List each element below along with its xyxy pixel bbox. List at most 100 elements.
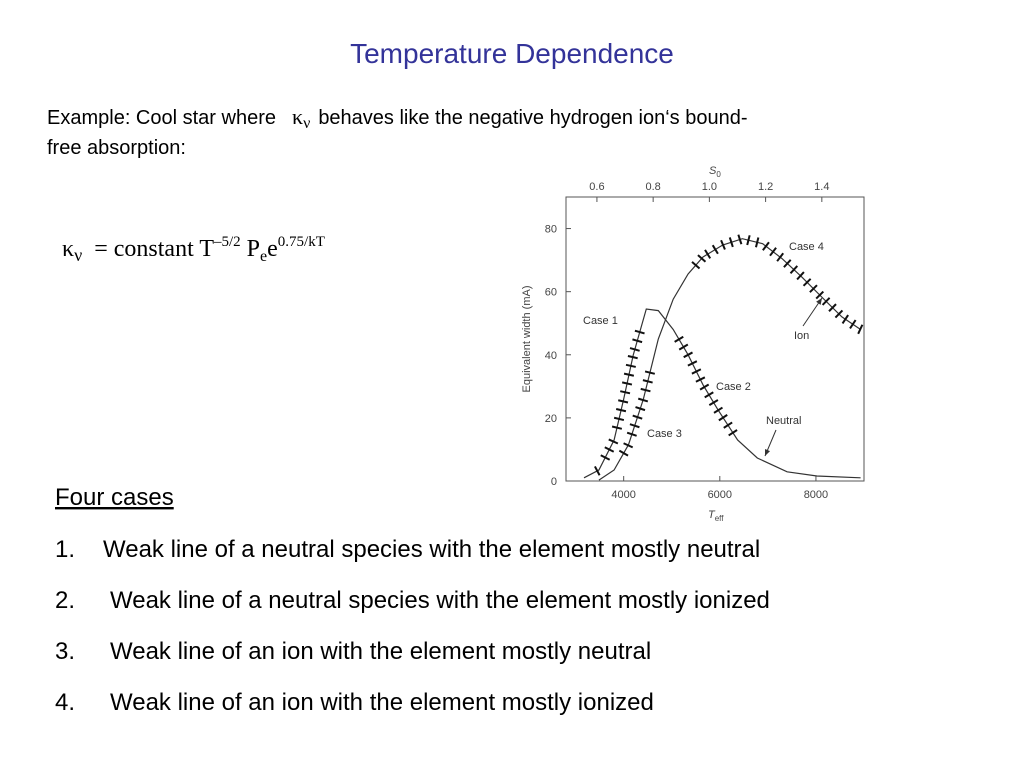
hatch-mark — [637, 397, 649, 403]
hatch-mark — [625, 363, 636, 368]
x-axis-label-sub: eff — [715, 514, 725, 523]
x-axis-label-main: T — [708, 509, 716, 521]
hatch-mark — [620, 390, 631, 395]
hatch — [618, 370, 656, 457]
hatch-mark — [629, 347, 640, 352]
hatch-mark — [708, 399, 719, 406]
hatch-mark — [691, 368, 702, 375]
hatch-mark — [629, 423, 640, 429]
hatch-mark — [613, 416, 625, 422]
hatch-mark — [815, 290, 825, 300]
hatch-mark — [796, 271, 805, 281]
hatch-mark — [626, 431, 637, 437]
x2-tick-label: 1.4 — [814, 181, 829, 193]
y-tick-label: 60 — [545, 287, 557, 299]
hatch-mark — [828, 303, 837, 312]
list-number: 1. — [55, 536, 75, 563]
hatch-mark — [754, 237, 760, 248]
hatch-mark — [776, 252, 785, 262]
x-tick-label: 8000 — [804, 489, 828, 501]
intro-line: Example: Cool star where κν behaves like t… — [47, 104, 748, 132]
formula-part: e — [260, 248, 267, 265]
hatch-mark — [762, 241, 770, 251]
hatch — [691, 234, 864, 335]
symbol-sub: ν — [303, 115, 310, 132]
list-text: Weak line of a neutral species with the … — [103, 536, 760, 563]
curve — [583, 308, 861, 479]
x-axis-label: Teff — [708, 509, 724, 523]
y-tick-label: 40 — [545, 350, 557, 362]
x2-axis-label-main: S — [709, 165, 717, 177]
hatch-mark — [704, 249, 712, 259]
hatch-mark — [634, 329, 645, 335]
annotation: Case 1 — [583, 315, 618, 327]
x-tick-label: 6000 — [708, 489, 732, 501]
annotation: Case 4 — [789, 241, 824, 253]
list-text: Weak line of a neutral species with the … — [110, 587, 770, 614]
annotation: Ion — [794, 330, 809, 342]
hatch-mark — [683, 351, 693, 359]
list-text: Weak line of an ion with the element mos… — [110, 638, 651, 665]
formula-part: 0.75/kT — [278, 234, 325, 250]
hatch-mark — [608, 438, 619, 445]
hatch — [674, 335, 738, 437]
hatch-mark — [711, 244, 719, 255]
list-number: 4. — [55, 689, 75, 716]
hatch-mark — [618, 449, 629, 457]
intro-text: Example: Cool star where — [47, 107, 276, 129]
hatch-mark — [600, 454, 611, 461]
hatch-mark — [678, 343, 689, 351]
hatch-mark — [594, 465, 601, 476]
hatch-mark — [695, 376, 706, 383]
hatch-mark — [635, 406, 646, 412]
hatch-mark — [623, 442, 634, 449]
hatch-mark — [849, 319, 857, 329]
hatch-mark — [834, 309, 844, 319]
hatch-mark — [857, 324, 864, 335]
formula-part: e — [267, 236, 278, 262]
y-tick-label: 80 — [545, 224, 557, 236]
list-number: 3. — [55, 638, 75, 665]
hatch-mark — [809, 284, 818, 293]
intro-line: free absorption: — [47, 137, 186, 159]
hatch-mark — [691, 261, 701, 270]
intro-text: behaves like the negative hydrogen ion‘s… — [318, 107, 747, 129]
x2-tick-label: 1.0 — [702, 181, 717, 193]
list-text: Weak line of an ion with the element mos… — [110, 689, 654, 716]
plot-frame — [565, 196, 865, 482]
symbol: κ — [292, 104, 303, 129]
hatch-mark — [720, 239, 726, 250]
x2-tick-label: 0.8 — [646, 181, 661, 193]
hatch-mark — [737, 234, 743, 245]
hatch-mark — [604, 446, 615, 453]
y-axis-label: Equivalent width (mA) — [521, 286, 533, 393]
x2-axis-label: S0 — [709, 165, 721, 179]
hatch-mark — [704, 391, 714, 399]
formula: κν = constant T–5/2 Pee0.75/kT — [62, 234, 325, 265]
annotation: Neutral — [766, 415, 801, 427]
hatch-mark — [821, 297, 831, 306]
list-heading: Four cases — [55, 484, 174, 511]
hatch-mark — [632, 338, 643, 344]
hatch-mark — [723, 421, 733, 429]
hatch-mark — [713, 406, 723, 414]
hatch-mark — [623, 372, 635, 377]
x2-tick-label: 1.2 — [758, 181, 773, 193]
y-tick-label: 20 — [545, 413, 557, 425]
list-number: 2. — [55, 587, 75, 614]
hatch-mark — [644, 370, 656, 375]
formula-part: P — [247, 236, 260, 262]
hatch-mark — [783, 259, 792, 268]
y-tick-label: 0 — [551, 476, 557, 488]
formula-part: κ — [62, 236, 74, 262]
hatch-mark — [632, 414, 643, 420]
hatch-mark — [789, 265, 799, 274]
slide-title: Temperature Dependence — [350, 38, 674, 69]
hatch-mark — [674, 335, 684, 343]
hatch-mark — [611, 425, 623, 430]
hatch-mark — [769, 247, 777, 257]
hatch-mark — [718, 414, 728, 422]
list: 1. Weak line of a neutral species with th… — [55, 536, 770, 716]
x-tick-label: 4000 — [611, 489, 635, 501]
